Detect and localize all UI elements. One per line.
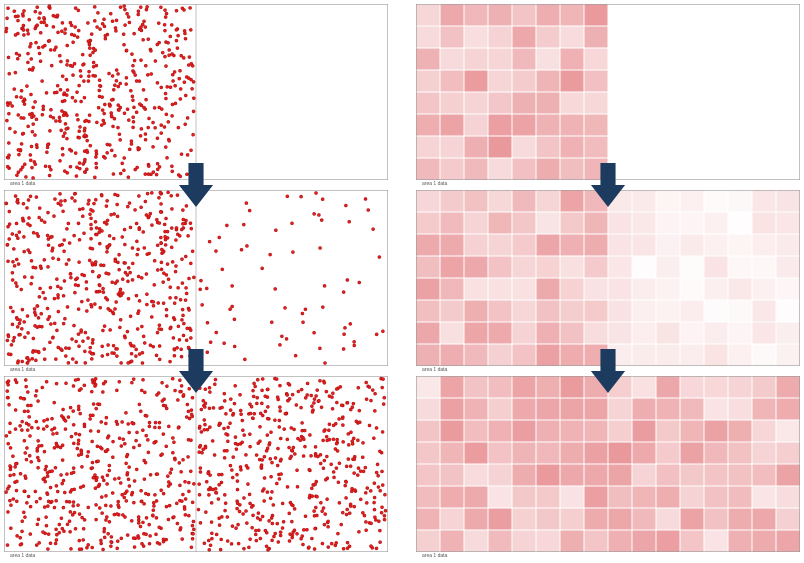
panel-caption: area 1 data xyxy=(10,368,35,373)
panel-caption: area 1 data xyxy=(10,182,35,187)
scatter-panel-2 xyxy=(4,376,388,552)
panel-caption: area 1 data xyxy=(422,182,447,187)
flow-arrow-1 xyxy=(178,349,214,393)
heatmap-panel-0 xyxy=(416,4,800,180)
heatmap-panel-2 xyxy=(416,376,800,552)
panel-caption: area 1 data xyxy=(422,368,447,373)
flow-arrow-2 xyxy=(590,163,626,207)
diffusion-figure: area 1 data area 1 data area 1 data area 1… xyxy=(0,0,804,563)
panel-caption: area 1 data xyxy=(422,554,447,559)
scatter-panel-0 xyxy=(4,4,388,180)
heatmap-panel-1 xyxy=(416,190,800,366)
flow-arrow-0 xyxy=(178,163,214,207)
panel-caption: area 1 data xyxy=(10,554,35,559)
flow-arrow-3 xyxy=(590,349,626,393)
scatter-panel-1 xyxy=(4,190,388,366)
